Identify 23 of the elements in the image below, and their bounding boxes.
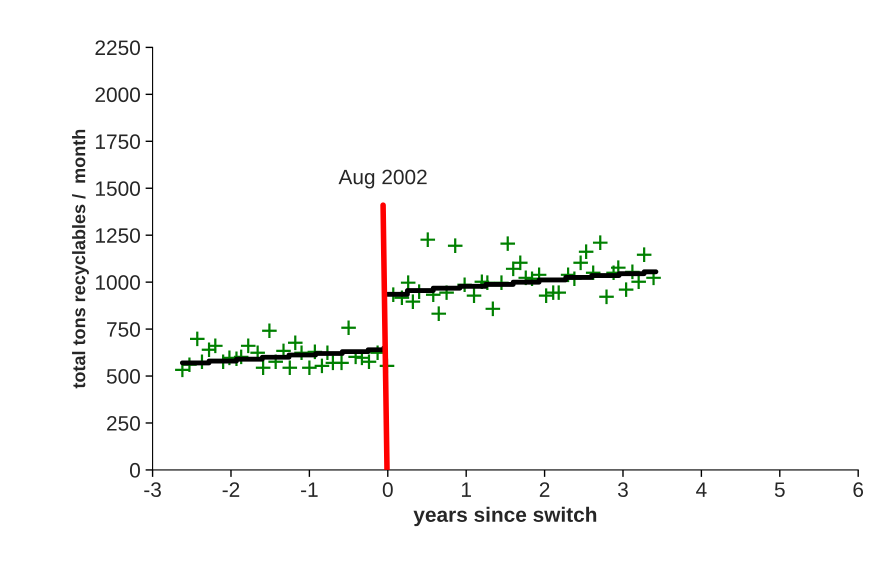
y-tick-label: 1250 xyxy=(96,228,140,243)
x-tick-label: 4 xyxy=(696,482,707,497)
y-tick-label: 500 xyxy=(106,369,140,384)
y-tick-label: 250 xyxy=(107,416,140,431)
x-tick-label: 5 xyxy=(774,482,785,498)
y-axis-title: total tons recyclables / month xyxy=(72,130,89,388)
y-tick-label: 1750 xyxy=(96,134,140,150)
y-tick-label: 750 xyxy=(107,322,140,337)
x-tick-label: -2 xyxy=(222,482,240,497)
x-tick-label: 1 xyxy=(462,482,471,497)
y-tick-label: 0 xyxy=(130,462,140,478)
y-tick-label: 1500 xyxy=(96,181,140,196)
annotation: Aug 2002 xyxy=(338,170,427,188)
x-axis-title: years since switch xyxy=(413,506,596,526)
x-tick-label: 3 xyxy=(618,482,628,498)
x-tick-label: 2 xyxy=(540,482,550,497)
y-tick-label: 2000 xyxy=(95,87,140,102)
x-tick-label: -3 xyxy=(144,482,161,498)
x-tick-label: 0 xyxy=(382,482,393,498)
x-tick-label: -1 xyxy=(301,482,318,497)
y-tick-label: 2250 xyxy=(95,40,140,56)
y-tick-label: 1000 xyxy=(96,275,140,290)
x-tick-label: 6 xyxy=(853,482,864,498)
